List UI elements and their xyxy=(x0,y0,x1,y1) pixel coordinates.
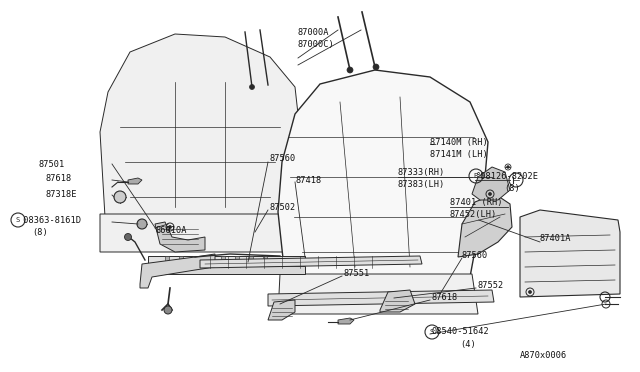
Text: (8): (8) xyxy=(504,183,520,192)
Polygon shape xyxy=(200,256,422,268)
Circle shape xyxy=(529,291,531,294)
Text: 87000C): 87000C) xyxy=(298,39,335,48)
Text: 87560: 87560 xyxy=(462,251,488,260)
Text: S: S xyxy=(16,217,20,223)
Polygon shape xyxy=(100,34,300,217)
Circle shape xyxy=(507,166,509,168)
Text: 87318E: 87318E xyxy=(45,189,77,199)
Polygon shape xyxy=(380,290,415,312)
Text: 87618: 87618 xyxy=(432,294,458,302)
Polygon shape xyxy=(458,194,512,257)
Circle shape xyxy=(373,64,379,70)
Text: 08540-51642: 08540-51642 xyxy=(432,327,490,337)
Polygon shape xyxy=(268,290,494,306)
Circle shape xyxy=(137,219,147,229)
Polygon shape xyxy=(235,256,239,266)
Circle shape xyxy=(114,191,126,203)
Text: (4): (4) xyxy=(460,340,476,349)
Text: 87383(LH): 87383(LH) xyxy=(398,180,445,189)
Text: 87000A: 87000A xyxy=(298,28,330,36)
Polygon shape xyxy=(263,256,267,266)
Text: °08126-8202E: °08126-8202E xyxy=(476,171,539,180)
Text: 86010A: 86010A xyxy=(156,225,188,234)
Circle shape xyxy=(250,84,255,90)
Polygon shape xyxy=(165,256,169,266)
Polygon shape xyxy=(278,274,478,314)
Polygon shape xyxy=(193,256,197,266)
Polygon shape xyxy=(128,178,142,184)
Polygon shape xyxy=(179,256,183,266)
Text: 87551: 87551 xyxy=(344,269,371,279)
Polygon shape xyxy=(148,266,305,274)
Text: 08363-8161D: 08363-8161D xyxy=(18,215,81,224)
Circle shape xyxy=(164,306,172,314)
Text: 87401A: 87401A xyxy=(540,234,572,243)
Polygon shape xyxy=(520,210,620,297)
Polygon shape xyxy=(278,70,488,277)
Polygon shape xyxy=(472,167,510,200)
Text: 87140M (RH): 87140M (RH) xyxy=(430,138,488,147)
Polygon shape xyxy=(249,256,253,266)
Text: 87618: 87618 xyxy=(45,173,71,183)
Text: 87333(RH): 87333(RH) xyxy=(398,167,445,176)
Polygon shape xyxy=(207,256,211,266)
Text: 87418: 87418 xyxy=(296,176,323,185)
Circle shape xyxy=(488,192,492,196)
Text: 87552: 87552 xyxy=(478,282,504,291)
Polygon shape xyxy=(100,214,305,252)
Text: 87141M (LH): 87141M (LH) xyxy=(430,150,488,158)
Text: A870x0006: A870x0006 xyxy=(520,352,567,360)
Circle shape xyxy=(168,225,172,228)
Text: 87502: 87502 xyxy=(270,202,296,212)
Text: S: S xyxy=(430,329,434,335)
Polygon shape xyxy=(140,254,215,288)
Circle shape xyxy=(347,67,353,73)
Polygon shape xyxy=(221,256,225,266)
Polygon shape xyxy=(338,318,354,324)
Text: 87401 (RH): 87401 (RH) xyxy=(450,198,502,206)
Text: 87501: 87501 xyxy=(38,160,64,169)
Text: B: B xyxy=(474,173,478,179)
Text: (8): (8) xyxy=(32,228,48,237)
Polygon shape xyxy=(155,222,205,252)
Polygon shape xyxy=(148,256,305,264)
Polygon shape xyxy=(268,300,295,320)
Text: 87452(LH): 87452(LH) xyxy=(450,209,497,218)
Text: 87560: 87560 xyxy=(270,154,296,163)
Circle shape xyxy=(125,234,131,241)
